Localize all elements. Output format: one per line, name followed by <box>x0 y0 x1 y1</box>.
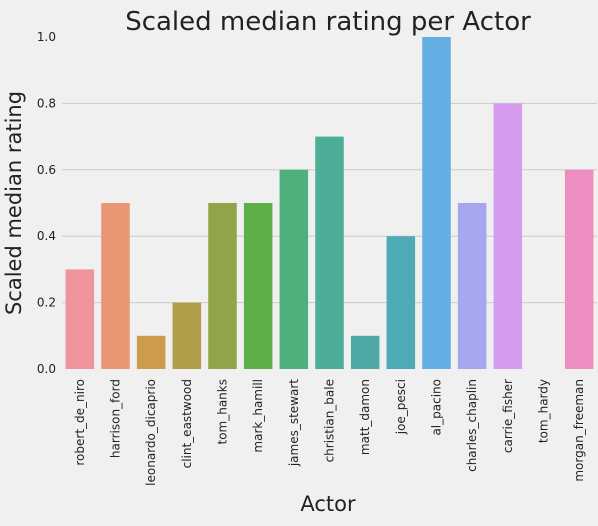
y-axis-label: Scaled median rating <box>2 91 26 315</box>
x-tick-labels: robert_de_niro harrison_ford leonardo_dica… <box>73 379 586 486</box>
bar-morgan-freeman <box>564 169 594 369</box>
x-tick-label: leonardo_dicaprio <box>144 379 158 486</box>
bar-clint-eastwood <box>172 302 202 369</box>
x-tick-label: tom_hardy <box>537 379 551 443</box>
bar-joe-pesci <box>386 236 416 369</box>
bar-mark-hamill <box>243 203 273 369</box>
x-tick-label: tom_hanks <box>216 379 230 445</box>
x-tick-label: matt_damon <box>358 379 372 455</box>
y-tick-label: 0.0 <box>37 362 56 376</box>
x-tick-label: mark_hamill <box>251 379 265 453</box>
x-tick-label: joe_pesci <box>394 379 408 435</box>
bars <box>65 37 594 370</box>
y-tick-label: 0.4 <box>37 229 56 243</box>
bar-tom-hanks <box>208 203 237 369</box>
x-tick-label: al_pacino <box>430 379 444 436</box>
bar-james-stewart <box>279 169 309 369</box>
y-tick-label: 0.6 <box>37 163 56 177</box>
x-tick-label: carrie_fisher <box>501 379 515 453</box>
x-tick-label: charles_chaplin <box>465 379 479 472</box>
y-tick-label: 1.0 <box>37 30 56 44</box>
x-tick-label: robert_de_niro <box>73 379 87 466</box>
x-tick-label: morgan_freeman <box>572 379 586 482</box>
x-axis-label: Actor <box>300 492 356 516</box>
x-tick-label: james_stewart <box>287 379 301 467</box>
bar-leonardo-dicaprio <box>136 335 166 369</box>
y-tick-label: 0.8 <box>37 96 56 110</box>
bar-harrison-ford <box>101 203 130 369</box>
x-tick-label: christian_bale <box>323 379 337 462</box>
bar-al-pacino <box>422 37 451 369</box>
y-tick-labels: 0.0 0.2 0.4 0.6 0.8 1.0 <box>37 30 56 376</box>
bar-christian-bale <box>315 136 344 369</box>
bar-charles-chaplin <box>457 203 487 369</box>
bar-matt-damon <box>350 335 380 369</box>
x-tick-label: harrison_ford <box>109 379 123 458</box>
x-tick-label: clint_eastwood <box>180 379 194 468</box>
bar-robert-de-niro <box>65 269 95 369</box>
bar-carrie-fisher <box>493 103 523 370</box>
chart-title: Scaled median rating per Actor <box>125 7 531 37</box>
y-tick-label: 0.2 <box>37 296 56 310</box>
